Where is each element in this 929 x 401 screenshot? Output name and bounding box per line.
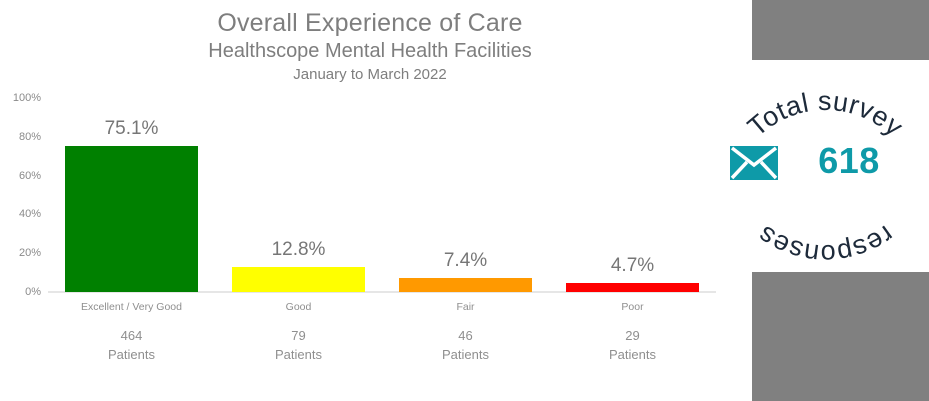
y-axis-tick: 100% [12,92,41,104]
bar-value-label: 12.8% [271,239,326,261]
patient-count-number: 79 [291,328,306,343]
plot-area: 100% 80% 60% 40% 20% 0% 75.1% 12.8% 7.4% 4.7% [13,92,716,298]
image-placeholder-bottom [752,272,929,401]
bar-3[interactable] [399,277,532,292]
bar-2[interactable] [232,267,365,292]
patient-count-unit: Patients [108,347,155,362]
patient-count-unit: Patients [442,347,489,362]
chart-subtitle-period: January to March 2022 [293,66,447,83]
patient-count-block: 46 Patients [382,326,549,364]
bar-value-label: 75.1% [104,118,159,140]
patient-count-number: 29 [625,328,640,343]
patient-count-block: 464 Patients [48,326,215,364]
total-survey-responses-badge: Total survey responses 618 [722,58,929,273]
badge-arc-bottom-label: responses [752,220,899,270]
survey-response-count: 618 [818,140,880,181]
y-axis-tick: 0% [25,286,41,298]
chart-header: Overall Experience of Care Healthscope M… [0,8,740,86]
patient-count-block: 79 Patients [215,326,382,364]
x-axis-category-label: Fair [456,301,475,313]
x-axis-category-label: Excellent / Very Good [81,301,182,313]
y-axis-tick: 20% [18,247,41,260]
y-axis-tick: 60% [18,169,41,182]
bar-value-label: 7.4% [443,249,488,271]
bar-1[interactable] [65,146,198,292]
page-title: Overall Experience of Care [217,9,523,37]
y-axis-tick: 40% [18,208,41,221]
patient-count-unit: Patients [275,347,322,362]
badge-arc-top-label: Total survey [742,86,909,142]
x-axis-category-label: Poor [621,301,644,313]
bar-value-label: 4.7% [610,254,655,276]
image-placeholder-top [752,0,929,60]
patient-count-unit: Patients [609,347,656,362]
patient-count-number: 46 [458,328,473,343]
badge-arc-text: Total survey responses [742,86,909,270]
patient-count-number: 464 [120,328,143,343]
chart-subtitle-facility: Healthscope Mental Health Facilities [208,40,532,62]
x-axis-category-label: Good [285,301,312,313]
bar-4[interactable] [566,282,699,292]
y-axis-tick: 80% [18,130,41,143]
x-axis-line [48,291,716,293]
patient-count-block: 29 Patients [549,326,716,364]
envelope-icon [730,146,778,180]
